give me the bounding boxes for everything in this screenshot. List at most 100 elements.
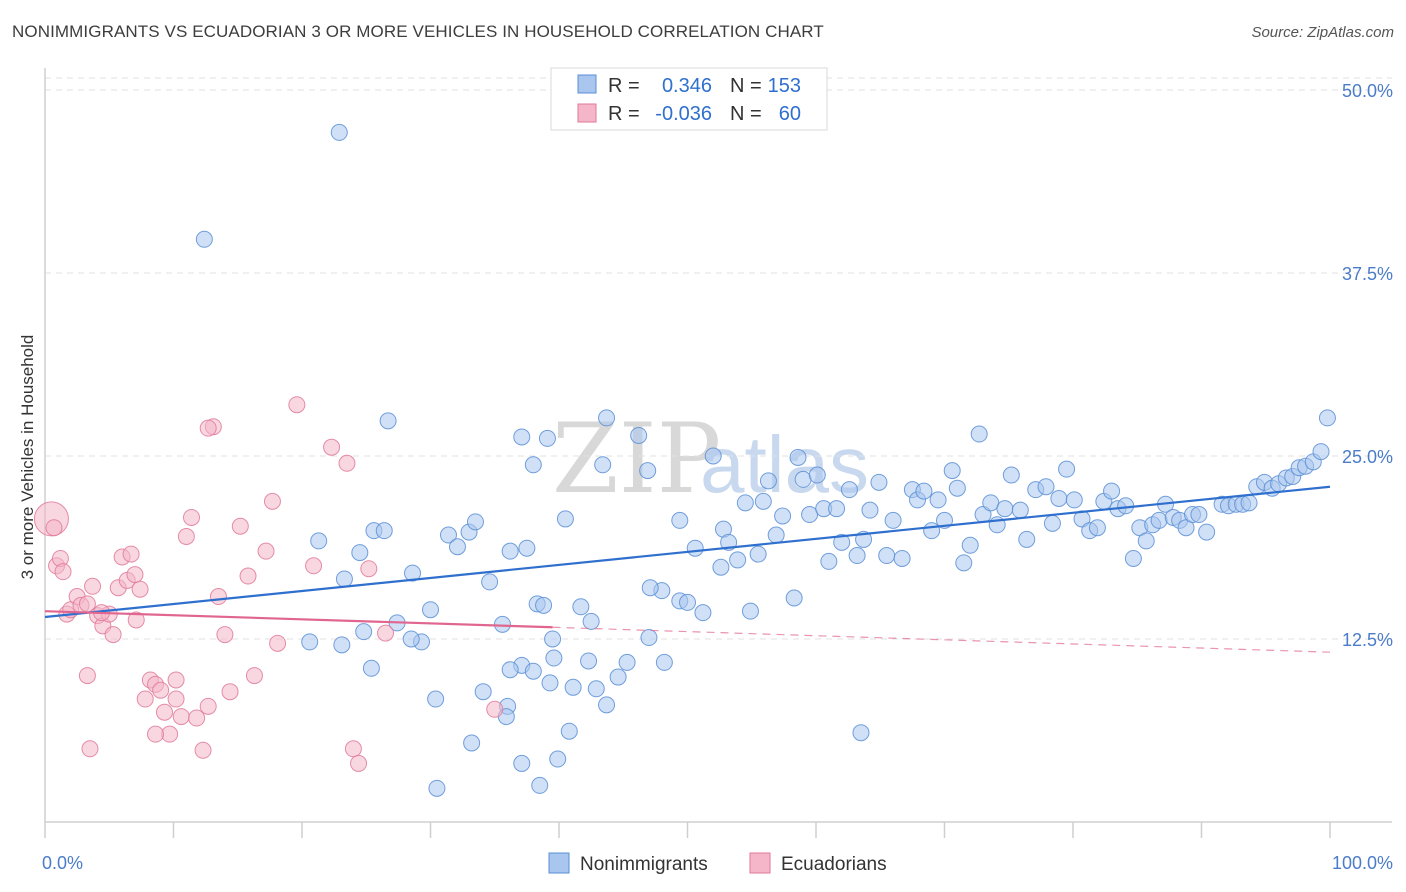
point-ecuadorians-54 [78, 667, 96, 685]
point-nonimmigrants-142 [428, 779, 446, 797]
point-ecuadorians-10 [84, 577, 102, 595]
point-nonimmigrants-67 [982, 494, 1000, 512]
chart-title: NONIMMIGRANTS VS ECUADORIAN 3 OR MORE VE… [12, 22, 824, 41]
point-nonimmigrants-2 [379, 412, 397, 430]
point-ecuadorians-41 [257, 542, 275, 560]
point-nonimmigrants-6 [630, 426, 648, 444]
point-nonimmigrants-11 [404, 564, 422, 582]
point-nonimmigrants-14 [501, 542, 519, 560]
point-ecuadorians-46 [323, 438, 341, 456]
point-nonimmigrants-88 [1137, 532, 1155, 550]
point-ecuadorians-37 [221, 683, 239, 701]
point-nonimmigrants-51 [861, 501, 879, 519]
point-nonimmigrants-128 [640, 629, 658, 647]
point-ecuadorians-4 [54, 563, 72, 581]
grid-lines [45, 77, 1392, 640]
point-ecuadorians-56 [147, 725, 165, 743]
point-nonimmigrants-70 [1002, 466, 1020, 484]
point-nonimmigrants-1 [195, 230, 213, 248]
point-nonimmigrants-64 [955, 554, 973, 572]
point-nonimmigrants-43 [808, 466, 826, 484]
point-nonimmigrants-90 [1150, 511, 1168, 529]
point-ecuadorians-28 [172, 708, 190, 726]
legend-n-value-2: 60 [779, 103, 801, 125]
point-ecuadorians-21 [136, 690, 154, 708]
point-nonimmigrants-5 [538, 429, 556, 447]
point-nonimmigrants-59 [923, 522, 941, 540]
point-ecuadorians-38 [231, 517, 249, 535]
point-nonimmigrants-138 [513, 754, 531, 772]
point-nonimmigrants-153 [535, 596, 553, 614]
point-ecuadorians-36 [216, 626, 234, 644]
point-nonimmigrants-137 [549, 750, 567, 768]
point-nonimmigrants-4 [513, 428, 531, 446]
tick-labels: 12.5% 25.0% 37.5% 50.0% 0.0% 100.0% [42, 81, 1393, 873]
point-nonimmigrants-38 [774, 507, 792, 525]
point-ecuadorians-25 [156, 703, 174, 721]
point-nonimmigrants-154 [852, 724, 870, 742]
point-nonimmigrants-16 [524, 456, 542, 474]
point-nonimmigrants-17 [556, 510, 574, 528]
point-nonimmigrants-96 [1190, 506, 1208, 524]
point-nonimmigrants-74 [1037, 478, 1055, 496]
chart-source: Source: ZipAtlas.com [1251, 24, 1394, 41]
point-nonimmigrants-119 [545, 649, 563, 667]
point-nonimmigrants-78 [1065, 491, 1083, 509]
legend-n-label-1: N = [730, 75, 762, 97]
point-ecuadorians-48 [344, 740, 362, 758]
point-nonimmigrants-146 [474, 683, 492, 701]
legend-r-value-2: -0.036 [655, 103, 712, 125]
x-tick-label-1: 100.0% [1332, 853, 1393, 873]
point-nonimmigrants-77 [1058, 460, 1076, 478]
point-nonimmigrants-37 [767, 526, 785, 544]
point-nonimmigrants-135 [541, 674, 559, 692]
point-nonimmigrants-156 [448, 538, 466, 556]
point-nonimmigrants-19 [594, 456, 612, 474]
point-ecuadorians-44 [288, 396, 306, 414]
point-ecuadorians-55 [81, 740, 99, 758]
point-nonimmigrants-131 [333, 636, 351, 654]
point-nonimmigrants-20 [639, 462, 657, 480]
point-nonimmigrants-13 [481, 573, 499, 591]
point-nonimmigrants-18 [572, 598, 590, 616]
axes [44, 68, 1392, 838]
point-ecuadorians-47 [338, 454, 356, 472]
point-nonimmigrants-145 [427, 690, 445, 708]
point-nonimmigrants-123 [598, 696, 616, 714]
point-ecuadorians-32 [194, 741, 212, 759]
point-nonimmigrants-31 [729, 551, 747, 569]
legend-r-value-1: 0.346 [662, 75, 712, 97]
point-nonimmigrants-39 [785, 589, 803, 607]
y-tick-label-1: 25.0% [1342, 447, 1393, 467]
point-ecuadorians-30 [182, 508, 200, 526]
trend-line-nonimmigrants [44, 485, 1331, 619]
point-nonimmigrants-23 [679, 593, 696, 611]
point-nonimmigrants-3 [598, 409, 616, 427]
point-nonimmigrants-76 [1050, 489, 1068, 507]
point-ecuadorians-52 [486, 700, 504, 718]
point-nonimmigrants-152 [544, 630, 562, 648]
point-nonimmigrants-148 [301, 633, 319, 651]
point-nonimmigrants-136 [560, 722, 578, 740]
point-nonimmigrants-144 [362, 659, 380, 677]
point-ecuadorians-29 [177, 528, 195, 546]
point-nonimmigrants-71 [1011, 501, 1029, 519]
bottom-legend: Nonimmigrants Ecuadorians [548, 852, 887, 875]
point-ecuadorians-27 [167, 690, 185, 708]
point-nonimmigrants-52 [870, 473, 888, 491]
point-nonimmigrants-147 [501, 661, 519, 679]
point-ecuadorians-18 [122, 545, 140, 563]
legend-n-value-1: 153 [768, 75, 801, 97]
point-ecuadorians-24 [152, 681, 170, 699]
point-nonimmigrants-121 [580, 652, 598, 670]
trend-line-ecuadorians [44, 610, 553, 629]
point-ecuadorians-43 [269, 634, 287, 652]
point-nonimmigrants-112 [1312, 443, 1330, 461]
bottom-legend-label-nonimmigrants: Nonimmigrants [580, 854, 708, 875]
point-nonimmigrants-102 [1240, 494, 1258, 512]
point-nonimmigrants-54 [884, 511, 902, 529]
point-nonimmigrants-115 [466, 513, 484, 531]
point-ecuadorians-31 [188, 709, 206, 727]
point-nonimmigrants-151 [355, 623, 373, 641]
y-tick-label-3: 50.0% [1342, 81, 1393, 101]
